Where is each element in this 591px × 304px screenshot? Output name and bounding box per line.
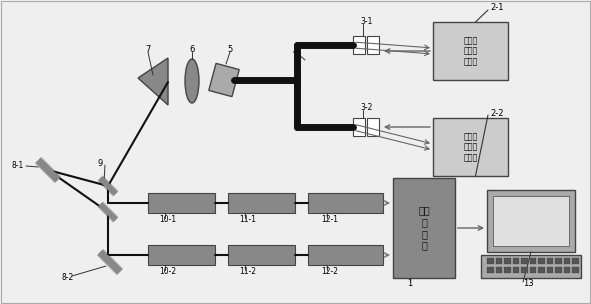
Bar [433,118,508,176]
Text: 蓝色激
光二极
管驱动: 蓝色激 光二极 管驱动 [463,36,478,66]
Polygon shape [138,58,168,105]
Text: 8-1: 8-1 [12,161,24,170]
Bar [538,267,544,273]
Bar [487,190,575,252]
Bar [495,258,502,264]
Text: 5: 5 [228,46,233,54]
Text: 红色激
光二极
管驱动: 红色激 光二极 管驱动 [463,132,478,162]
Text: 6: 6 [189,46,194,54]
Text: 12-1: 12-1 [322,216,339,224]
Text: 2-2: 2-2 [490,109,504,118]
Bar [547,258,553,264]
Ellipse shape [185,59,199,103]
Text: 10-2: 10-2 [160,268,177,277]
Bar [512,267,519,273]
Text: 11-1: 11-1 [239,216,256,224]
Polygon shape [209,63,239,97]
Bar [547,267,553,273]
Bar [572,258,579,264]
Bar [538,258,544,264]
Bar [512,258,519,264]
Bar [504,258,511,264]
Bar [148,193,215,213]
Bar [228,245,295,265]
Bar [530,267,536,273]
Text: 12-2: 12-2 [322,268,339,277]
Text: 2-1: 2-1 [490,4,504,12]
Bar [563,258,570,264]
Polygon shape [481,255,581,278]
Text: 4: 4 [293,47,298,57]
Bar [555,267,561,273]
Text: 7: 7 [145,46,151,54]
Bar [353,36,365,54]
Bar [487,258,493,264]
Bar [495,267,502,273]
Bar [504,267,511,273]
Bar [563,267,570,273]
Bar [308,193,383,213]
Text: 数据
采
集
卡: 数据 采 集 卡 [418,206,430,250]
Bar [521,267,528,273]
Bar [521,258,528,264]
Bar [572,267,579,273]
Bar [487,267,493,273]
Text: 3-2: 3-2 [361,103,373,112]
Bar [393,178,455,278]
Bar [493,196,569,246]
Bar [308,245,383,265]
Bar [433,22,508,80]
Text: 9: 9 [98,158,103,168]
Text: 13: 13 [522,279,533,288]
Text: 3-1: 3-1 [361,18,373,26]
Text: 8-2: 8-2 [62,274,74,282]
Text: 10-1: 10-1 [160,216,177,224]
Bar [148,245,215,265]
Bar [353,118,365,136]
Bar [367,36,379,54]
Bar [555,258,561,264]
Text: 11-2: 11-2 [239,268,256,277]
Bar [530,258,536,264]
Bar [228,193,295,213]
Bar [367,118,379,136]
Text: 1: 1 [407,279,413,288]
